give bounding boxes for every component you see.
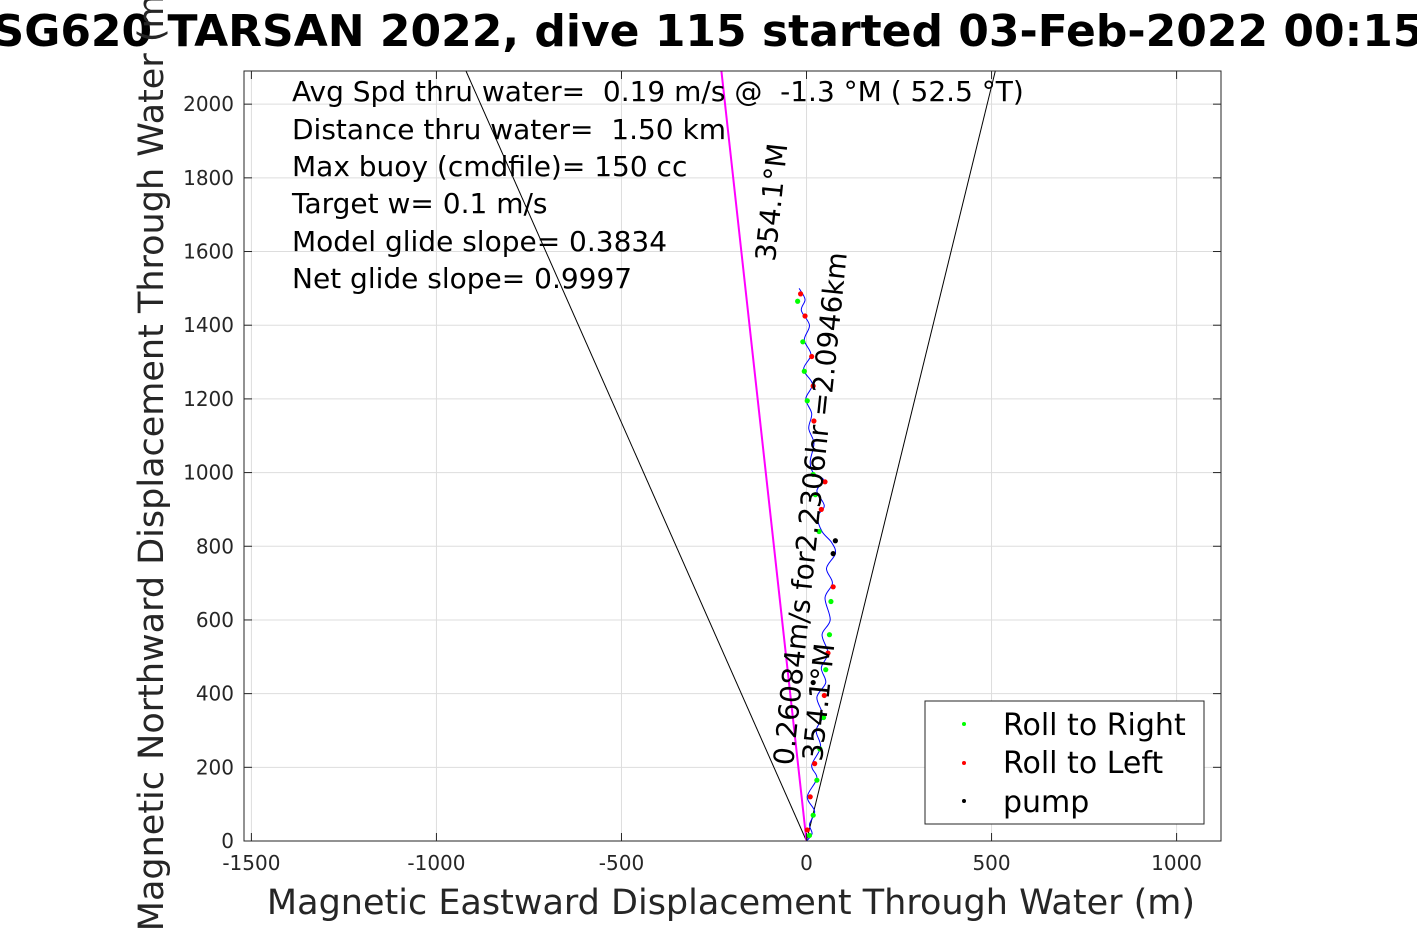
plot-box [243, 70, 1222, 842]
roll-right-point [806, 832, 813, 839]
roll-left-point [809, 353, 815, 360]
y-tick-label: 600 [196, 608, 234, 632]
chart-title: SG620 TARSAN 2022, dive 115 started 03-F… [0, 6, 1417, 57]
roll-left-point [818, 506, 824, 513]
y-tick-label: 1000 [183, 461, 234, 485]
y-tick-label: 1600 [183, 240, 234, 264]
glider-track-line [798, 288, 837, 841]
y-tick-label: 1400 [183, 313, 234, 337]
roll-right-point [810, 471, 816, 478]
avg-speed-annotation: Avg Spd thru water= 0.19 m/s @ -1.3 °M (… [292, 75, 1024, 108]
legend: Roll to Right Roll to Left pump [924, 700, 1205, 825]
y-tick-label: 200 [196, 755, 234, 779]
distance-annotation: Distance thru water= 1.50 km [292, 113, 726, 146]
x-tick-label: -1500 [222, 851, 280, 875]
x-tick-label: -1000 [407, 851, 465, 875]
legend-pump-label: pump [1003, 785, 1089, 820]
roll-left-point [812, 761, 818, 767]
roll-right-point [828, 598, 834, 605]
info-annotations: Avg Spd thru water= 0.19 m/s @ -1.3 °M (… [291, 75, 1024, 295]
legend-box [924, 700, 1205, 825]
x-tick-label: 500 [972, 851, 1010, 875]
y-axis-label: Magnetic Northward Displacement Through … [132, 0, 172, 931]
y-tick-label: 1200 [183, 387, 234, 411]
y-tick-label: 800 [196, 534, 234, 558]
roll-right-point [820, 714, 827, 721]
roll-right-point [826, 632, 833, 638]
model-glide-annotation: Model glide slope= 0.3834 [292, 225, 667, 258]
roll-right-point [814, 777, 820, 783]
x-tick-label: 0 [800, 851, 813, 875]
roll-right-point [823, 667, 829, 673]
roll-right-point [795, 298, 801, 304]
roll-left-point [811, 418, 817, 424]
x-tick-label: 1000 [1151, 851, 1202, 875]
roll-right-point [812, 492, 818, 498]
net-glide-annotation: Net glide slope= 0.9997 [292, 262, 632, 295]
roll-left-point [825, 650, 831, 656]
legend-roll-left-marker [962, 761, 966, 765]
pump-point [830, 551, 836, 557]
roll-left-point [830, 584, 836, 590]
roll-left-point [810, 383, 816, 389]
grid-lines [244, 71, 1221, 842]
legend-roll-right-marker [962, 722, 966, 726]
roll-left-point [807, 794, 813, 800]
legend-roll-right-label: Roll to Right [1003, 708, 1186, 743]
roll-right-point [810, 812, 816, 818]
roll-right-point [816, 528, 822, 535]
roll-left-point [797, 291, 804, 297]
roll-left-point [804, 827, 810, 833]
glide-cone-left-line [465, 71, 807, 841]
roll-left-point [821, 692, 827, 699]
legend-roll-left-label: Roll to Left [1003, 746, 1163, 781]
roll-right-point [804, 398, 810, 404]
pump-point [832, 538, 838, 544]
roll-left-point [822, 479, 828, 485]
pump-point [810, 679, 816, 686]
roll-right-point [817, 746, 823, 752]
y-tick-label: 0 [221, 829, 234, 853]
target-w-annotation: Target w= 0.1 m/s [291, 187, 548, 220]
roll-right-point [801, 368, 807, 374]
x-tick-label: -500 [599, 851, 644, 875]
y-tick-label: 2000 [183, 92, 234, 116]
heading-vector-line [720, 71, 808, 841]
plot-area [465, 71, 996, 841]
y-tick-label: 400 [196, 682, 234, 706]
max-buoy-annotation: Max buoy (cmdfile)= 150 cc [292, 150, 687, 183]
roll-right-point [800, 339, 806, 345]
y-tick-label: 1800 [183, 166, 234, 190]
glide-cone-right-line [806, 71, 996, 841]
axis-ticks: -1500 -1000 -500 0 500 1000 0 200 400 600 800 1000 1… [183, 71, 1221, 875]
x-axis-label: Magnetic Eastward Displacement Through W… [267, 883, 1195, 923]
roll-left-point [802, 313, 808, 319]
legend-pump-marker [962, 799, 966, 803]
